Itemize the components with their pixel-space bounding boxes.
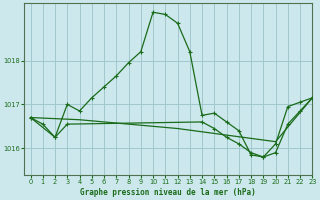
X-axis label: Graphe pression niveau de la mer (hPa): Graphe pression niveau de la mer (hPa) bbox=[81, 188, 256, 197]
